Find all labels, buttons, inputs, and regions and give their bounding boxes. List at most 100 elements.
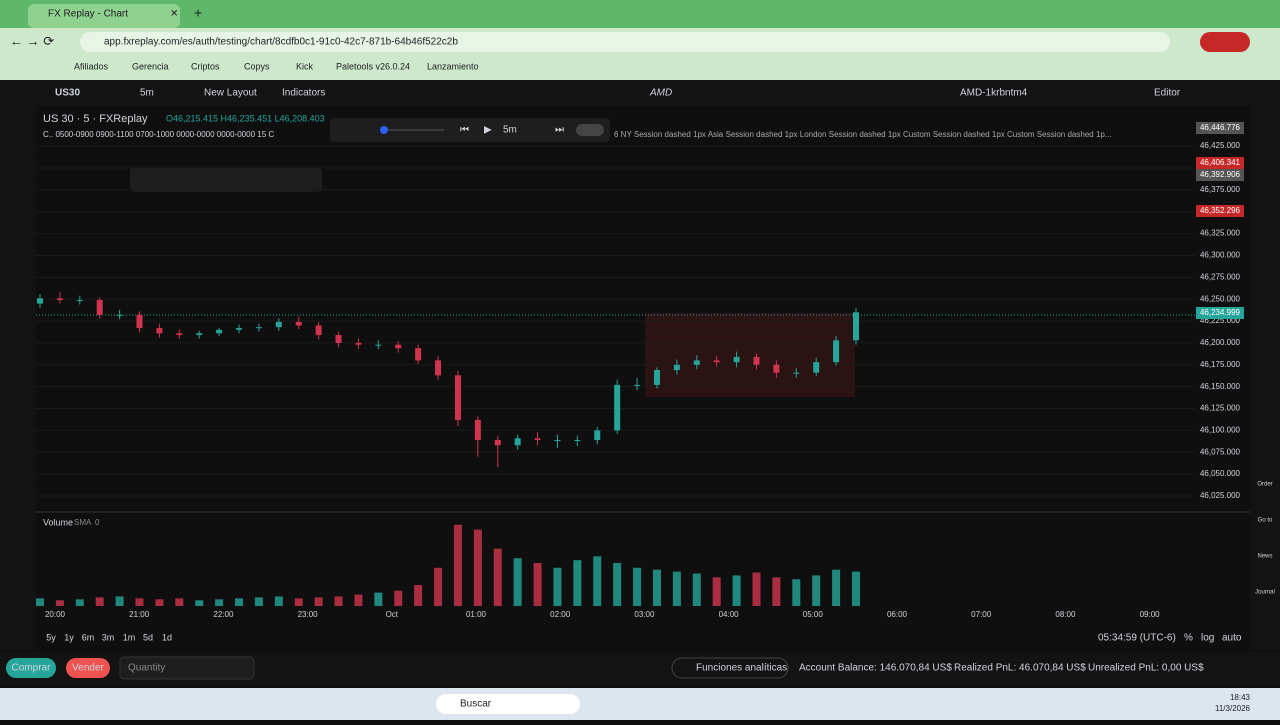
analytics: Funciones analíticas bbox=[696, 663, 787, 674]
volume-bar bbox=[235, 598, 244, 606]
address-bar[interactable] bbox=[80, 32, 1170, 52]
bookmark[interactable]: Kick bbox=[296, 61, 314, 71]
candle-body bbox=[594, 430, 601, 441]
range-button[interactable]: 3m bbox=[102, 632, 115, 642]
pct[interactable]: % bbox=[1184, 633, 1193, 644]
editor[interactable]: Editor bbox=[1154, 88, 1181, 99]
candle-body bbox=[693, 360, 700, 365]
indicators[interactable]: Indicators bbox=[282, 88, 325, 99]
volume-bar bbox=[772, 577, 781, 606]
range-button[interactable]: 5y bbox=[46, 632, 56, 642]
price-badge bbox=[1196, 169, 1244, 181]
price-badge-label: 46,446.776 bbox=[1200, 123, 1241, 132]
volume-bar bbox=[812, 575, 821, 606]
bookmark[interactable]: Lanzamiento bbox=[427, 61, 479, 71]
tab[interactable] bbox=[28, 4, 180, 28]
candle-body bbox=[574, 440, 581, 442]
candle-body bbox=[176, 333, 183, 336]
interval[interactable]: 5m bbox=[140, 88, 154, 99]
replay-prev[interactable]: ⏮ bbox=[460, 125, 469, 136]
candle-body bbox=[514, 438, 521, 446]
range-button[interactable]: 1y bbox=[64, 632, 74, 642]
volume-sma: SMA bbox=[74, 518, 92, 527]
log[interactable]: log bbox=[1201, 633, 1214, 644]
y-tick-label: 46,375.000 bbox=[1200, 185, 1241, 194]
toggle[interactable] bbox=[576, 124, 604, 136]
volume-bar bbox=[115, 596, 124, 606]
volume-bar bbox=[453, 524, 462, 606]
right-panel-item[interactable]: Order bbox=[1257, 482, 1272, 488]
candle-body bbox=[156, 328, 163, 334]
candle-body bbox=[773, 364, 780, 373]
right-panel-item[interactable]: Go to bbox=[1258, 518, 1273, 524]
y-tick-label: 46,300.000 bbox=[1200, 251, 1241, 260]
bookmark[interactable]: Afiliados bbox=[74, 61, 109, 71]
candle-body bbox=[713, 360, 720, 363]
price-badge-label: 46,234.999 bbox=[1200, 308, 1241, 317]
volume-bar bbox=[374, 592, 383, 606]
x-tick-label: 02:00 bbox=[550, 610, 571, 619]
bookmark[interactable]: Gerencia bbox=[132, 61, 169, 71]
auto[interactable]: auto bbox=[1222, 633, 1242, 644]
replay-next[interactable]: ⏭ bbox=[555, 125, 564, 136]
new-tab[interactable]: + bbox=[194, 5, 202, 21]
price-badge-label: 46,352.296 bbox=[1200, 206, 1241, 215]
candle-body bbox=[56, 298, 63, 301]
quantity-input[interactable] bbox=[119, 656, 255, 680]
candle-body bbox=[395, 344, 402, 349]
candle-body bbox=[96, 300, 103, 315]
left-tools bbox=[0, 106, 36, 650]
range-button[interactable]: 1d bbox=[162, 632, 172, 642]
volume-bar bbox=[354, 594, 363, 606]
replay-play[interactable]: ▶ bbox=[484, 125, 492, 136]
range-button[interactable]: 1m bbox=[123, 632, 136, 642]
volume-bar bbox=[573, 560, 582, 606]
y-tick-label: 46,075.000 bbox=[1200, 447, 1241, 456]
nav[interactable]: ← → ⟳ bbox=[10, 33, 54, 48]
candle-body bbox=[853, 312, 859, 341]
sell-button[interactable] bbox=[66, 658, 110, 678]
volume-bar bbox=[513, 558, 522, 606]
volume-bar bbox=[75, 599, 84, 606]
tab-title: FX Replay - Chart bbox=[48, 9, 128, 20]
search-box[interactable] bbox=[436, 694, 580, 714]
candle-body bbox=[415, 348, 422, 361]
bookmark[interactable]: Criptos bbox=[191, 61, 220, 71]
volume-bar bbox=[553, 567, 562, 606]
replay-interval[interactable]: 5m bbox=[503, 125, 517, 136]
buy: Comprar bbox=[12, 663, 52, 674]
candle-body bbox=[554, 440, 561, 442]
profile[interactable] bbox=[1200, 32, 1250, 52]
volume-bar bbox=[394, 590, 403, 606]
volume-bar bbox=[493, 548, 502, 606]
ohlc: O46,215.415 H46,235.451 L46,208.403 bbox=[166, 113, 325, 123]
x-tick-label: 04:00 bbox=[719, 610, 740, 619]
volume-bar bbox=[712, 577, 721, 606]
layout[interactable]: New Layout bbox=[204, 88, 257, 99]
y-tick-label: 46,050.000 bbox=[1200, 469, 1241, 478]
replay-knob[interactable] bbox=[380, 126, 388, 134]
range-button[interactable]: 5d bbox=[143, 632, 153, 642]
buy-button[interactable] bbox=[6, 658, 56, 678]
account[interactable]: AMD-1krbntm4 bbox=[960, 88, 1028, 99]
bookmark[interactable]: Paletools v26.0.24 bbox=[336, 61, 410, 71]
volume-bar bbox=[36, 598, 44, 606]
volume-bar bbox=[195, 600, 204, 606]
right-panel-item[interactable]: Journal bbox=[1255, 590, 1275, 596]
bookmark[interactable]: Copys bbox=[244, 61, 270, 71]
tab-close[interactable]: ✕ bbox=[170, 9, 178, 20]
price-badge bbox=[1196, 122, 1244, 134]
candle-body bbox=[216, 329, 223, 334]
right-panel-item[interactable]: News bbox=[1257, 554, 1272, 560]
analytics-button[interactable] bbox=[671, 657, 789, 679]
volume-bar bbox=[652, 569, 661, 606]
y-tick-label: 46,425.000 bbox=[1200, 141, 1241, 150]
volume-bar bbox=[852, 571, 860, 606]
candle-body bbox=[236, 328, 243, 330]
sessions: C.. 0500-0900 0900-1100 0700-1000 0000-0… bbox=[43, 130, 274, 139]
symbol[interactable]: US30 bbox=[55, 88, 80, 99]
right-panel bbox=[1250, 106, 1280, 650]
range-button[interactable]: 6m bbox=[82, 632, 95, 642]
volume-bar bbox=[672, 571, 681, 606]
